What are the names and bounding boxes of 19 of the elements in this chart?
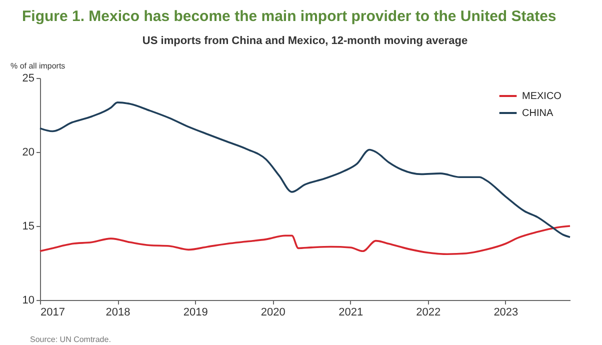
x-tick-label: 2020: [260, 306, 286, 318]
x-tick-label: 2022: [416, 306, 441, 318]
x-tick-label: 2019: [183, 306, 208, 318]
x-tick-label: 2023: [494, 306, 518, 318]
x-tick-label: 2018: [106, 306, 130, 318]
line-series: [39, 102, 571, 238]
y-tick-label: 20: [22, 146, 34, 158]
x-tick-label: 2017: [40, 306, 65, 318]
y-tick-label: 10: [22, 294, 34, 306]
x-tick-label: 2021: [338, 306, 364, 318]
chart-subtitle: US imports from China and Mexico, 12-month moving average: [142, 35, 468, 47]
y-tick-label: 15: [22, 220, 34, 232]
line-series: [39, 225, 571, 256]
chart-title: Figure 1. Mexico has become the main import provider to the United States: [21, 7, 558, 27]
legend-label: MEXICO: [522, 91, 562, 102]
y-axis-title: % of all imports: [10, 62, 66, 70]
source-note: Source: UN Comtrade.: [29, 335, 112, 344]
legend-label: CHINA: [522, 108, 554, 119]
y-tick-label: 25: [22, 72, 34, 84]
